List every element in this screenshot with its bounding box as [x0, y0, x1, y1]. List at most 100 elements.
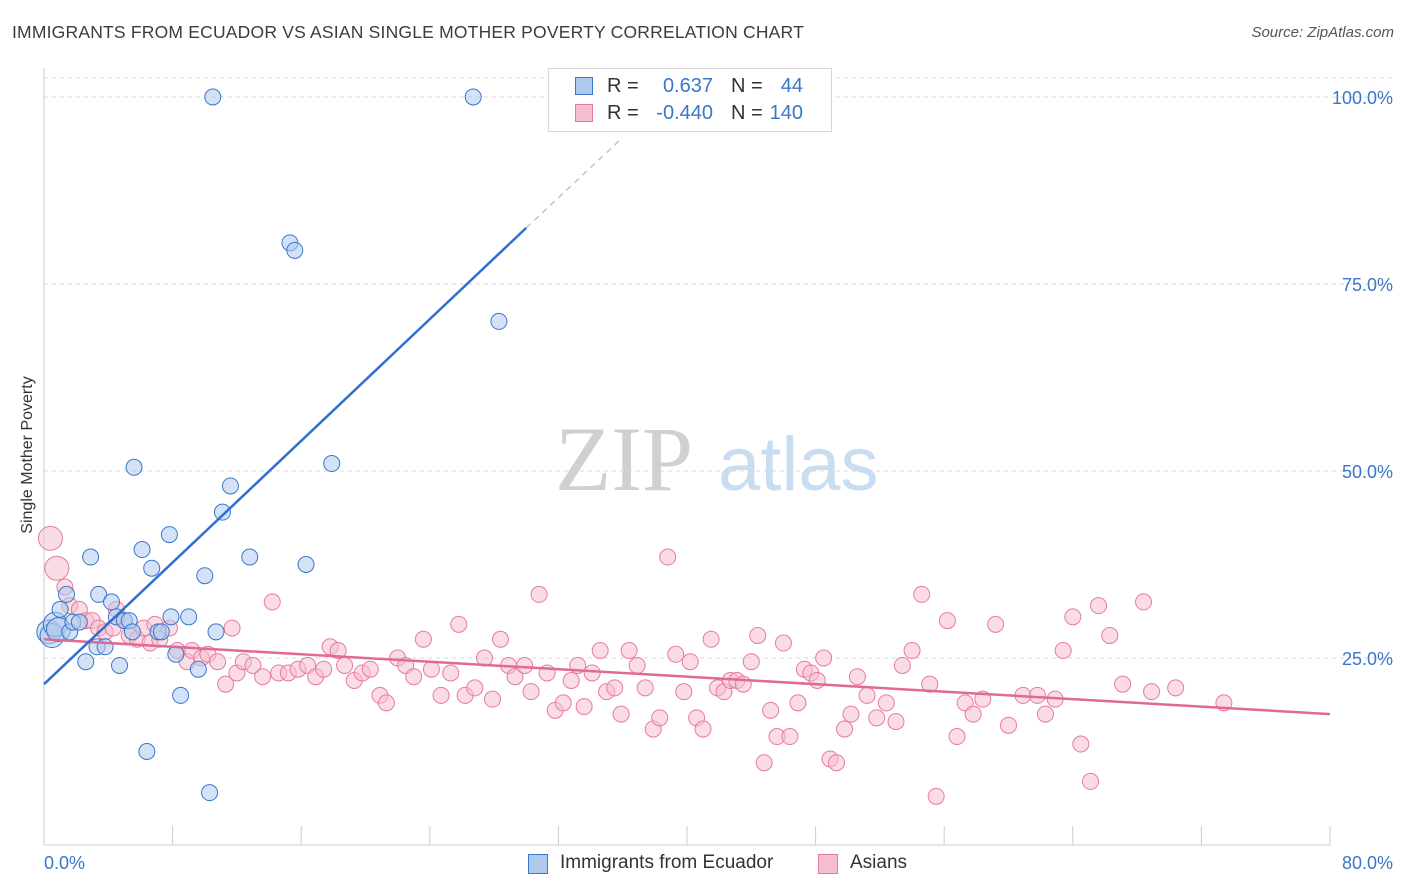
asians-point — [675, 683, 693, 701]
asians-point — [450, 615, 468, 633]
asians-point — [681, 653, 699, 671]
asians-point — [217, 675, 235, 693]
ecuador-point — [162, 608, 180, 626]
asians-point — [44, 555, 70, 581]
ecuador-trendline — [43, 226, 528, 686]
asians-point — [414, 630, 432, 648]
legend-n-value: 44 — [780, 75, 803, 97]
ecuador-point — [297, 556, 315, 573]
asians-point — [209, 653, 227, 671]
asians-point — [1167, 679, 1185, 697]
asians-point — [606, 679, 624, 697]
correlation-legend: R = 0.637 N = 44 R = -0.440 N = 140 — [548, 68, 832, 132]
asians-point — [442, 664, 460, 682]
asians-point — [628, 656, 646, 674]
asians-point — [1000, 716, 1017, 734]
asians-point — [530, 585, 548, 603]
asians-point — [612, 705, 630, 723]
asians-point — [1101, 627, 1119, 645]
asians-point — [554, 694, 572, 712]
asians-point — [466, 679, 484, 697]
ecuador-point — [286, 241, 304, 259]
asians-point — [591, 642, 609, 660]
asians-point — [948, 728, 966, 746]
asians-point — [636, 679, 654, 697]
asians-point — [755, 754, 773, 772]
legend-swatch-asians — [575, 104, 593, 122]
asians-point — [37, 525, 63, 551]
series-swatch-ecuador — [528, 854, 548, 874]
asians-point — [336, 656, 354, 674]
y-tick-label: 100.0% — [1332, 88, 1393, 108]
asians-point — [858, 686, 876, 704]
series-legend: Immigrants from Ecuador Asians — [0, 852, 1406, 878]
ecuador-point — [82, 548, 100, 566]
ecuador-point — [143, 559, 161, 577]
asians-point — [575, 698, 593, 716]
asians-point — [1090, 597, 1108, 615]
ecuador-point — [180, 608, 198, 626]
ecuador-point — [125, 458, 143, 476]
series-label-asians: Asians — [850, 852, 908, 873]
ecuador-point — [90, 585, 108, 603]
ecuador-point — [241, 548, 259, 566]
legend-swatch-ecuador — [575, 77, 593, 95]
asians-point — [1135, 593, 1153, 611]
ecuador-point — [96, 638, 114, 656]
asians-point — [667, 645, 685, 663]
asians-point — [315, 660, 333, 678]
asians-point — [842, 705, 860, 723]
ecuador-point — [103, 593, 121, 611]
asians-point — [887, 713, 905, 731]
ecuador-point — [77, 653, 95, 671]
series-label-ecuador: Immigrants from Ecuador — [560, 852, 774, 873]
legend-row-ecuador: R = 0.637 N = 44 — [549, 73, 831, 99]
series-swatch-asians — [818, 854, 838, 874]
chart-title: IMMIGRANTS FROM ECUADOR VS ASIAN SINGLE … — [12, 22, 804, 42]
asians-point — [1036, 705, 1054, 723]
ecuador-point — [464, 88, 482, 106]
asians-point — [694, 720, 712, 738]
asians-point — [938, 612, 956, 630]
ecuador-point — [123, 623, 141, 641]
ecuador-point — [70, 613, 88, 631]
asians-point — [254, 668, 272, 686]
asians-point — [893, 656, 911, 674]
asians-point — [422, 660, 440, 678]
asians-point — [836, 720, 854, 738]
ecuador-point — [138, 743, 156, 760]
asians-point — [877, 694, 895, 712]
asians-point — [964, 705, 982, 723]
asians-point — [506, 668, 524, 686]
asians-point — [1054, 642, 1072, 660]
asians-point — [1143, 683, 1161, 701]
legend-n-label: N = — [731, 75, 763, 97]
asians-point — [1064, 608, 1082, 626]
asians-point — [815, 649, 833, 667]
asians-point — [244, 656, 262, 674]
asians-point — [483, 690, 501, 708]
ecuador-point — [51, 600, 69, 618]
asians-point — [868, 709, 886, 727]
asians-point — [405, 668, 423, 686]
asians-point — [651, 709, 669, 727]
ecuador-point — [221, 477, 239, 495]
asians-point — [789, 694, 807, 712]
asians-point — [1072, 735, 1090, 753]
ecuador-point — [172, 686, 190, 704]
asians-point — [903, 642, 921, 660]
ecuador-point — [196, 567, 214, 585]
asians-point — [808, 671, 826, 689]
asians-point — [329, 642, 347, 660]
asians-point — [562, 671, 580, 689]
asians-point — [927, 787, 945, 805]
source-label: Source: ZipAtlas.com — [1251, 24, 1394, 41]
asians-point — [432, 686, 450, 704]
legend-r-label: R = — [607, 102, 639, 124]
asians-point — [522, 683, 540, 701]
ecuador-point — [323, 455, 341, 473]
asians-point — [921, 675, 939, 693]
asians-point — [492, 630, 510, 648]
asians-point — [516, 656, 534, 674]
